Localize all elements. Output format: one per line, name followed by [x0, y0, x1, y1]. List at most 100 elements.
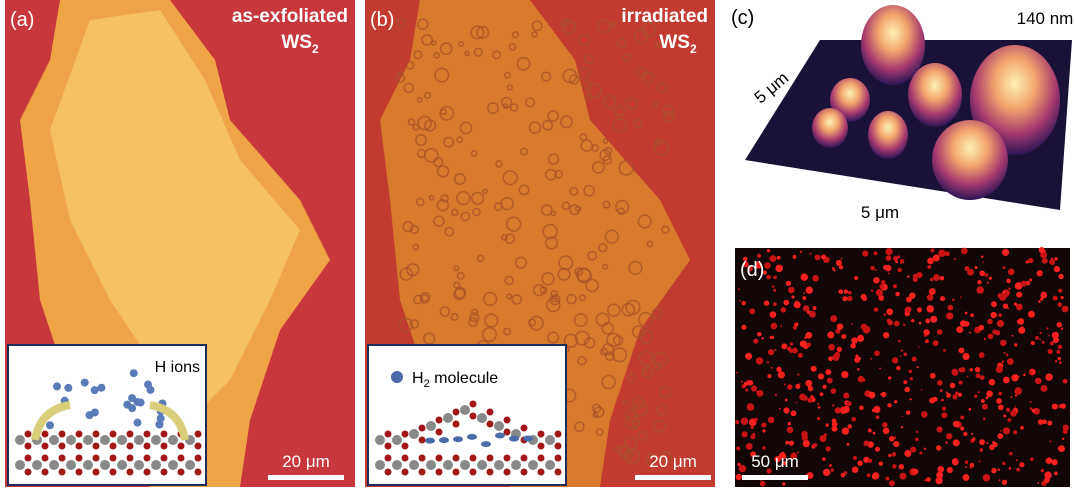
atom: [453, 409, 460, 416]
atom: [76, 455, 83, 462]
atom: [49, 460, 59, 470]
bubble: [784, 383, 786, 385]
bubble: [825, 474, 827, 476]
bubble: [832, 404, 834, 406]
atom: [538, 431, 545, 438]
bubble: [766, 275, 771, 280]
bubble: [1006, 279, 1010, 283]
atom: [426, 460, 436, 470]
atom: [195, 469, 202, 476]
bubble: [741, 381, 743, 383]
bubble: [1039, 339, 1041, 341]
bubble: [842, 296, 847, 301]
bubble: [1058, 274, 1063, 279]
ion: [46, 421, 54, 429]
atom: [538, 455, 545, 462]
bubble: [829, 464, 832, 467]
bubble: [773, 276, 777, 280]
bubble: [736, 447, 740, 451]
bubble: [768, 417, 775, 424]
bubble: [1004, 352, 1006, 354]
atom: [436, 455, 443, 462]
bubble: [741, 431, 747, 437]
bubble: [760, 392, 763, 395]
bubble: [903, 324, 905, 326]
atom: [487, 421, 494, 428]
bubble: [1029, 371, 1032, 374]
bubble: [1016, 468, 1020, 472]
bubble: [1054, 472, 1058, 476]
bubble: [940, 296, 945, 301]
bubble: [819, 435, 826, 442]
bubble: [1008, 418, 1012, 422]
bubble: [834, 269, 836, 271]
bubble: [793, 255, 797, 259]
bubble: [837, 323, 843, 329]
molecule: [467, 434, 477, 440]
bubble: [841, 371, 848, 378]
bubble: [925, 319, 930, 324]
bubble: [798, 353, 803, 358]
atom: [460, 405, 470, 415]
bubble: [756, 357, 763, 364]
bubble: [916, 431, 918, 433]
bubble: [1063, 425, 1069, 431]
bubble: [823, 469, 830, 476]
atom: [419, 455, 426, 462]
bubble: [767, 249, 770, 252]
bubble: [868, 458, 873, 463]
bubble: [1030, 407, 1033, 410]
bubble: [817, 403, 819, 405]
atom: [402, 431, 409, 438]
bubble: [956, 326, 963, 333]
bubble: [873, 277, 879, 283]
bubble: [940, 389, 943, 392]
bubble: [1009, 288, 1011, 290]
bubble: [982, 262, 984, 264]
dome: [812, 108, 848, 148]
bubble: [872, 409, 875, 412]
bubble: [1035, 336, 1039, 340]
bubble: [879, 368, 881, 370]
bubble: [792, 348, 798, 354]
atom: [59, 431, 66, 438]
bubble: [853, 456, 857, 460]
bubble: [926, 477, 931, 482]
bubble: [933, 255, 940, 262]
bubble: [984, 273, 988, 277]
bubble: [1002, 361, 1004, 363]
atom: [117, 435, 127, 445]
bubble: [851, 337, 857, 343]
bubble: [874, 251, 878, 255]
atom: [385, 431, 392, 438]
bubble: [788, 422, 791, 425]
scale-label: 50 μm: [751, 452, 799, 471]
bubble: [1020, 426, 1024, 430]
bubble: [992, 330, 997, 335]
bubble: [843, 406, 850, 413]
bubble: [861, 294, 867, 300]
bubble: [738, 288, 740, 290]
bubble: [924, 447, 927, 450]
bubble: [1016, 459, 1018, 461]
atom: [504, 455, 511, 462]
atom: [409, 460, 419, 470]
inset-label-rest: molecule: [430, 370, 499, 387]
atom: [521, 455, 528, 462]
bubble: [921, 389, 923, 391]
dome: [908, 63, 962, 127]
bubble: [965, 312, 968, 315]
bubble: [859, 406, 864, 411]
molecule: [425, 438, 435, 444]
bubble: [999, 294, 1006, 301]
bubble: [786, 281, 791, 286]
bubble: [800, 251, 802, 253]
bubble: [905, 306, 911, 312]
bubble: [927, 258, 934, 265]
bubble: [965, 461, 968, 464]
bubble: [892, 452, 896, 456]
bubble: [879, 296, 883, 300]
bubble: [785, 399, 788, 402]
bubble: [1003, 414, 1006, 417]
bubble: [837, 347, 842, 352]
